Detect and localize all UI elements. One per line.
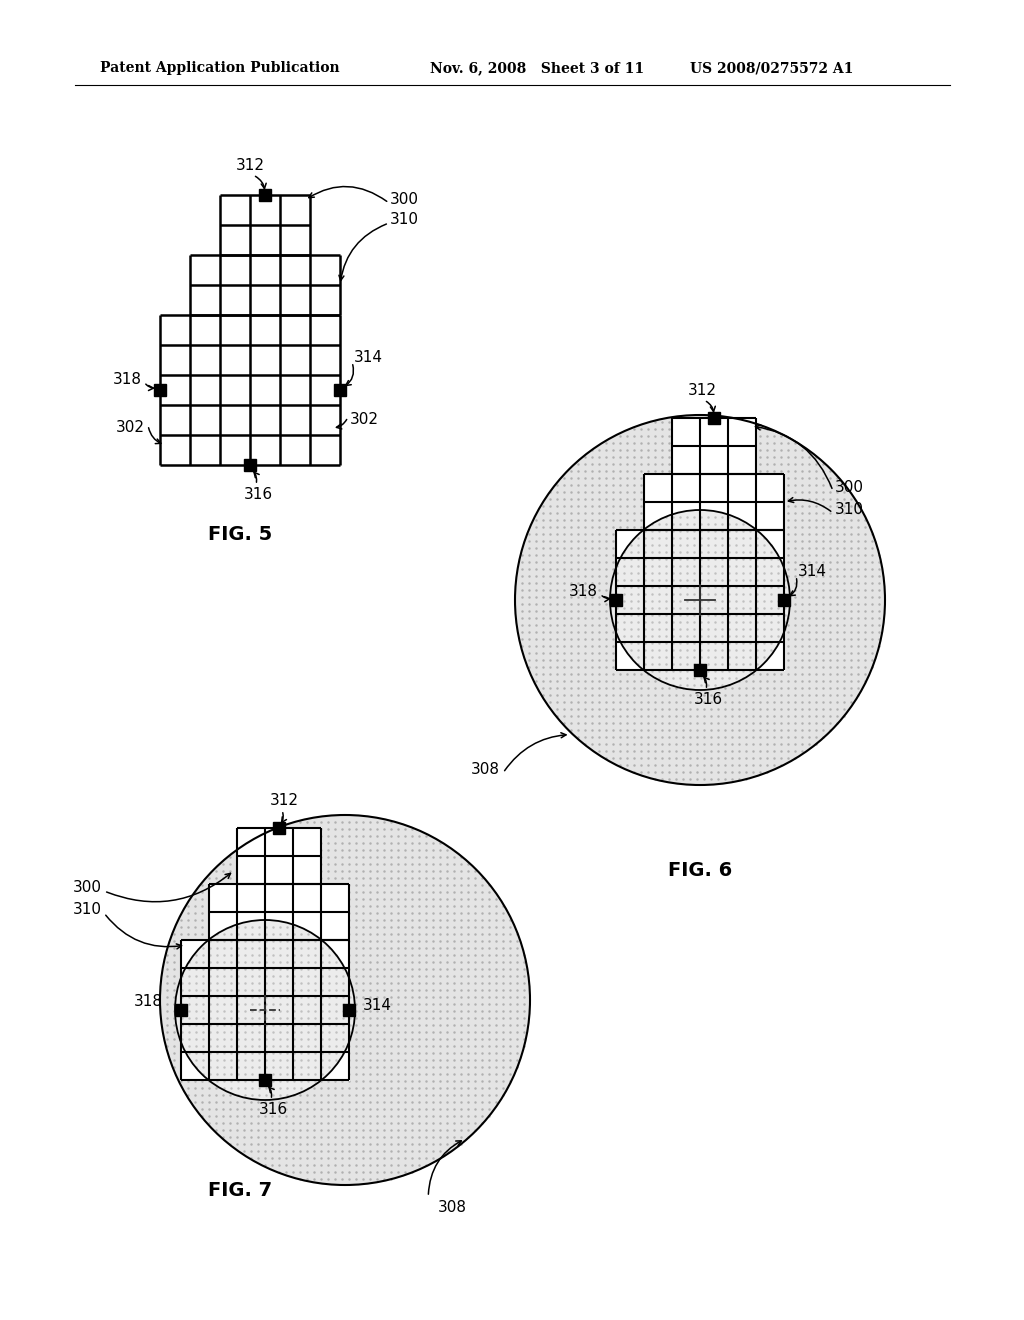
Text: 316: 316 — [258, 1102, 288, 1117]
Text: 308: 308 — [437, 1200, 467, 1214]
FancyArrowPatch shape — [602, 595, 609, 602]
Bar — [616, 531, 784, 671]
Text: 302: 302 — [116, 421, 145, 436]
Bar — [644, 474, 784, 531]
Text: 310: 310 — [835, 503, 864, 517]
FancyArrowPatch shape — [339, 224, 386, 281]
Bar — [778, 594, 790, 606]
Text: Nov. 6, 2008   Sheet 3 of 11: Nov. 6, 2008 Sheet 3 of 11 — [430, 61, 644, 75]
Bar — [244, 459, 256, 471]
Bar — [708, 412, 720, 424]
Text: 310: 310 — [73, 903, 102, 917]
Text: 314: 314 — [362, 998, 392, 1012]
FancyArrowPatch shape — [282, 813, 287, 822]
Text: 312: 312 — [269, 793, 299, 808]
Bar — [237, 828, 321, 884]
Bar — [175, 1005, 187, 1016]
Text: 300: 300 — [73, 880, 102, 895]
Text: 318: 318 — [134, 994, 163, 1010]
Bar — [672, 418, 756, 474]
FancyArrowPatch shape — [337, 420, 347, 429]
Text: FIG. 6: FIG. 6 — [668, 861, 732, 879]
FancyArrowPatch shape — [148, 428, 161, 444]
Bar — [259, 189, 271, 201]
Bar — [610, 594, 622, 606]
Text: Patent Application Publication: Patent Application Publication — [100, 61, 340, 75]
Text: 300: 300 — [835, 480, 864, 495]
Bar — [181, 940, 349, 1080]
FancyArrowPatch shape — [106, 874, 230, 902]
Text: 314: 314 — [798, 565, 827, 579]
FancyArrowPatch shape — [346, 364, 353, 385]
FancyArrowPatch shape — [145, 384, 154, 391]
Text: FIG. 7: FIG. 7 — [208, 1180, 272, 1200]
Text: 312: 312 — [687, 383, 717, 399]
Text: 312: 312 — [236, 158, 264, 173]
Bar — [209, 884, 349, 940]
Bar — [334, 384, 346, 396]
Bar — [343, 1005, 355, 1016]
FancyArrowPatch shape — [788, 498, 830, 511]
Text: 316: 316 — [693, 692, 723, 708]
Circle shape — [515, 414, 885, 785]
Bar — [259, 1074, 271, 1086]
FancyArrowPatch shape — [309, 186, 387, 202]
FancyArrowPatch shape — [105, 915, 181, 949]
FancyArrowPatch shape — [269, 1088, 274, 1097]
FancyArrowPatch shape — [428, 1140, 461, 1195]
Text: 316: 316 — [244, 487, 272, 502]
Circle shape — [160, 814, 530, 1185]
FancyArrowPatch shape — [705, 677, 710, 688]
Text: 300: 300 — [390, 193, 419, 207]
Text: 314: 314 — [354, 351, 383, 366]
Text: 318: 318 — [113, 372, 142, 388]
Text: US 2008/0275572 A1: US 2008/0275572 A1 — [690, 61, 853, 75]
Circle shape — [610, 510, 790, 690]
FancyArrowPatch shape — [756, 425, 831, 488]
FancyArrowPatch shape — [790, 578, 797, 595]
Text: 302: 302 — [350, 412, 379, 428]
FancyArrowPatch shape — [254, 473, 259, 482]
Bar — [273, 822, 285, 834]
Circle shape — [175, 920, 355, 1100]
FancyArrowPatch shape — [505, 733, 566, 771]
FancyArrowPatch shape — [707, 401, 716, 412]
Text: FIG. 5: FIG. 5 — [208, 525, 272, 544]
Bar — [694, 664, 706, 676]
Bar — [154, 384, 166, 396]
Text: 310: 310 — [390, 213, 419, 227]
FancyArrowPatch shape — [255, 177, 266, 189]
Text: 318: 318 — [569, 585, 598, 599]
Text: 308: 308 — [471, 763, 500, 777]
